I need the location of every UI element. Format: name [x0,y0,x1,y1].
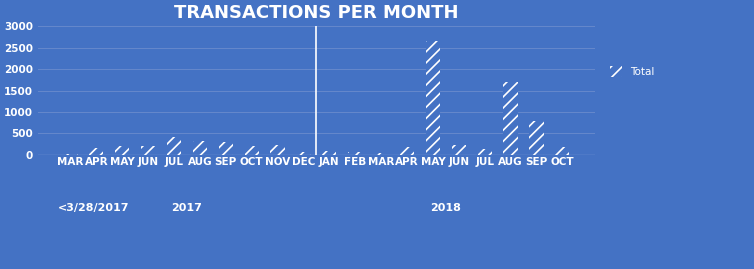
Bar [426,41,440,155]
Bar [193,140,207,155]
Bar [271,145,285,155]
Bar [219,141,233,155]
Bar [115,147,130,155]
Bar [141,146,155,155]
Bar [296,152,311,155]
Text: <3/28/2017: <3/28/2017 [57,203,129,213]
Title: TRANSACTIONS PER MONTH: TRANSACTIONS PER MONTH [174,4,458,22]
Bar [374,153,388,155]
Bar [89,148,103,155]
Legend: Total: Total [605,62,659,81]
Bar [400,147,414,155]
Bar [477,149,492,155]
Bar [504,82,518,155]
Bar [348,152,363,155]
Bar [452,144,466,155]
Bar [555,147,569,155]
Bar [529,121,544,155]
Text: 2017: 2017 [171,203,202,213]
Bar [167,137,181,155]
Bar [322,151,336,155]
Text: 2018: 2018 [431,203,461,213]
Bar [244,146,259,155]
